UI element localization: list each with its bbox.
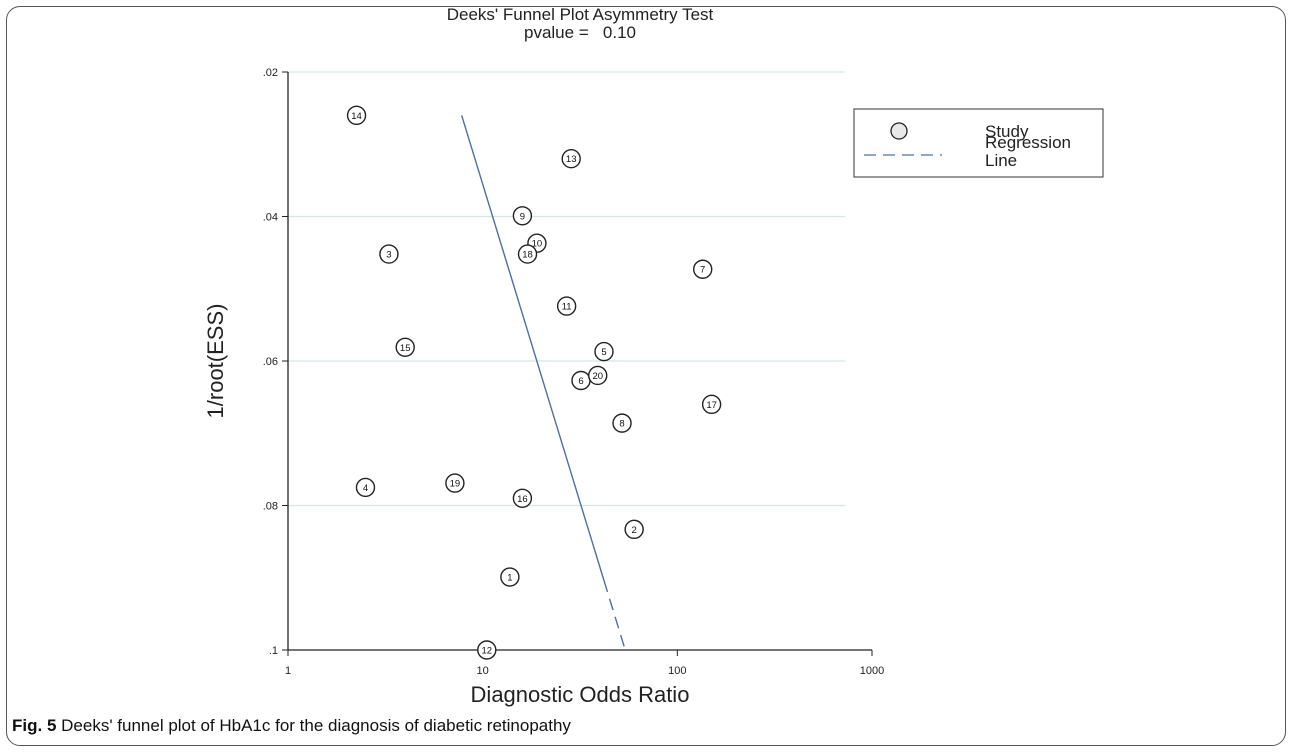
legend: Study Regression Line (853, 108, 1104, 178)
study-marker (612, 413, 632, 433)
x-axis-label: Diagnostic Odds Ratio (471, 682, 690, 707)
study-marker (500, 567, 520, 587)
y-tick-label: .08 (263, 501, 278, 513)
study-marker (395, 337, 415, 357)
study-point: 18 (517, 244, 538, 264)
figure-caption: Fig. 5 Deeks' funnel plot of HbA1c for t… (12, 716, 571, 736)
study-point: 5 (594, 341, 614, 362)
x-tick-label: 100 (668, 665, 686, 677)
legend-regression-label: Regression Line (985, 133, 1071, 170)
y-tick-label: .04 (263, 212, 278, 224)
regression-line-layer (460, 115, 626, 651)
study-point: 14 (346, 105, 367, 126)
study-point: 6 (571, 370, 591, 391)
study-marker (588, 365, 608, 386)
study-point: 4 (355, 477, 376, 498)
study-point: 16 (512, 488, 533, 508)
grid-lines (288, 71, 845, 507)
study-marker (517, 244, 538, 264)
study-point-label: 7 (700, 265, 705, 276)
study-point-label: 20 (592, 371, 603, 382)
y-tick-label: .06 (263, 356, 278, 368)
legend-regression-label-line: Regression (985, 133, 1071, 152)
study-point-label: 2 (631, 525, 636, 536)
study-marker (701, 394, 722, 415)
study-point: 19 (445, 473, 465, 493)
study-point-label: 15 (400, 343, 411, 354)
y-axis-label: 1/root(ESS) (203, 304, 228, 419)
study-marker (624, 519, 644, 540)
study-marker (445, 473, 465, 493)
study-point-label: 9 (520, 211, 525, 222)
study-marker (561, 148, 581, 169)
study-point: 3 (379, 244, 399, 264)
funnel-plot-chart: .02.04.06.08.11 10 100 1000 123456789101112… (203, 5, 1104, 707)
study-point-label: 8 (619, 419, 624, 430)
study-point: 7 (693, 259, 713, 279)
study-point: 13 (561, 148, 581, 169)
study-point: 12 (477, 640, 497, 660)
study-point-label: 6 (578, 376, 583, 387)
study-marker (346, 105, 367, 126)
regression-line-dashed (603, 580, 626, 651)
caption-fig-label: Fig. 5 (12, 716, 57, 735)
legend-box (853, 108, 1104, 178)
study-point: 9 (512, 206, 533, 226)
caption-text: Deeks' funnel plot of HbA1c for the diag… (56, 716, 571, 735)
study-point-label: 5 (601, 347, 606, 358)
study-point-label: 11 (562, 302, 572, 313)
legend-study-marker (890, 122, 908, 140)
study-point-label: 1 (507, 573, 512, 584)
study-marker (379, 244, 399, 264)
study-marker (556, 296, 577, 316)
study-point-label: 19 (450, 479, 461, 490)
study-marker (355, 477, 376, 498)
x-tick-label: 1000 (860, 665, 884, 677)
study-point: 8 (612, 413, 632, 433)
study-marker (512, 488, 533, 508)
study-marker (477, 640, 497, 660)
study-point-label: 16 (517, 494, 528, 505)
study-point-label: 13 (566, 154, 577, 165)
legend-regression-label-line: Line (985, 151, 1017, 170)
study-point-label: 3 (386, 250, 391, 261)
study-point: 17 (701, 394, 722, 415)
study-point: 2 (624, 519, 644, 540)
study-point-label: 12 (482, 646, 493, 657)
study-point: 15 (395, 337, 415, 357)
study-marker (693, 259, 713, 279)
study-point: 1 (500, 567, 520, 587)
chart-title: Deeks' Funnel Plot Asymmetry Test (447, 5, 714, 24)
regression-line-solid (460, 115, 605, 581)
x-tick-label: 10 (477, 665, 489, 677)
study-point-label: 4 (363, 483, 368, 494)
chart-subtitle: pvalue = 0.10 (524, 23, 636, 42)
y-tick-label: .1 (269, 645, 278, 657)
y-tick-label: .02 (263, 67, 278, 79)
study-point: 20 (588, 365, 608, 386)
study-point: 11 (556, 296, 577, 316)
study-point-label: 17 (706, 400, 717, 411)
study-point-label: 14 (351, 111, 362, 122)
study-marker (594, 341, 614, 362)
axes: .02 .04 .06 .08 .1 1 10 100 1000 (263, 67, 885, 677)
study-point-label: 18 (522, 250, 533, 261)
x-tick-label: 1 (285, 665, 291, 677)
legend-study-label: Study (985, 122, 1029, 141)
study-marker (512, 206, 533, 226)
study-point-label: 10 (532, 239, 543, 250)
